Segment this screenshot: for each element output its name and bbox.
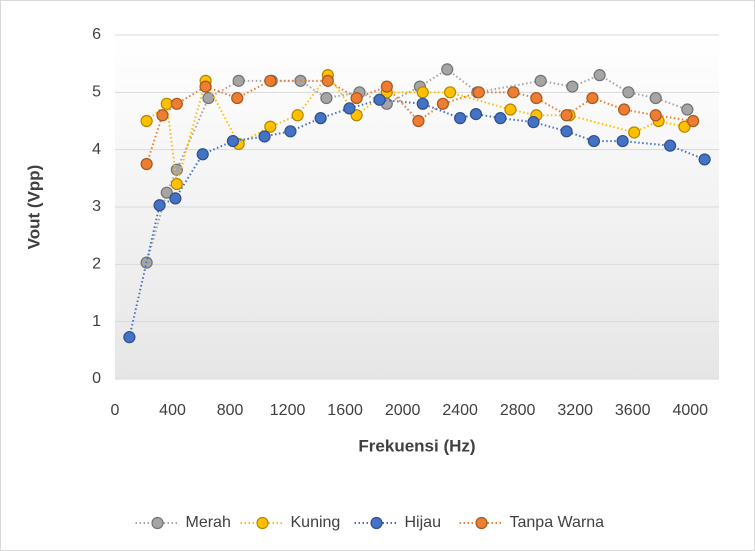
data-point xyxy=(264,120,277,133)
data-point xyxy=(436,97,449,110)
data-point xyxy=(617,103,631,116)
data-point xyxy=(616,134,629,148)
data-point xyxy=(469,108,483,121)
data-point xyxy=(291,109,304,122)
data-point xyxy=(560,125,573,138)
x-tick-label: 2800 xyxy=(500,402,536,419)
data-point xyxy=(504,103,517,116)
data-point xyxy=(649,109,662,122)
data-point xyxy=(622,86,635,99)
data-point xyxy=(530,91,543,105)
data-point xyxy=(156,109,169,122)
x-tick-label: 3200 xyxy=(557,402,593,419)
series-line xyxy=(128,98,705,338)
data-point xyxy=(226,134,240,148)
legend-label: Tanpa Warna xyxy=(510,514,605,531)
data-point xyxy=(527,116,540,129)
legend-marker xyxy=(151,516,164,530)
data-point xyxy=(199,80,212,93)
data-point xyxy=(231,91,244,105)
y-tick-label: 4 xyxy=(92,141,101,158)
legend-marker xyxy=(370,516,383,530)
data-point xyxy=(649,91,662,105)
data-point xyxy=(412,114,425,128)
data-point xyxy=(507,86,520,99)
data-point xyxy=(160,97,173,110)
x-tick-label: 0 xyxy=(111,402,120,419)
data-point xyxy=(416,97,429,110)
data-point xyxy=(169,192,182,205)
data-point xyxy=(264,74,277,87)
data-point xyxy=(698,153,711,166)
data-point xyxy=(373,93,386,106)
data-point xyxy=(443,86,457,99)
data-point xyxy=(472,86,485,99)
data-point xyxy=(258,130,271,143)
data-point xyxy=(320,91,333,105)
y-tick-label: 5 xyxy=(92,84,101,101)
legend-label: Merah xyxy=(186,514,231,531)
data-point xyxy=(416,86,429,99)
data-point xyxy=(441,63,454,76)
y-tick-label: 1 xyxy=(92,313,101,330)
data-point xyxy=(232,74,245,87)
legend-marker xyxy=(256,516,269,530)
data-point xyxy=(196,148,209,161)
data-point xyxy=(494,112,507,125)
data-point xyxy=(560,109,573,122)
y-axis-title: Vout (Vpp) xyxy=(24,165,43,250)
x-tick-label: 800 xyxy=(217,402,244,419)
data-point xyxy=(678,120,691,133)
x-tick-label: 1600 xyxy=(327,402,363,419)
data-point xyxy=(380,80,393,93)
x-tick-label: 2000 xyxy=(385,402,421,419)
data-point xyxy=(170,177,183,191)
y-tick-label: 3 xyxy=(92,198,101,215)
y-tick-label: 6 xyxy=(92,26,101,43)
data-point xyxy=(321,74,334,87)
data-point xyxy=(586,91,599,105)
data-point xyxy=(534,74,547,87)
data-point xyxy=(314,112,327,125)
data-point xyxy=(664,139,677,152)
data-point xyxy=(153,199,166,212)
legend-label: Kuning xyxy=(291,514,341,531)
x-tick-label: 1200 xyxy=(270,402,306,419)
legend-marker xyxy=(475,516,488,530)
y-tick-label: 0 xyxy=(92,370,101,387)
data-point xyxy=(350,91,363,105)
data-point xyxy=(593,69,606,82)
series-line xyxy=(145,73,685,185)
data-point xyxy=(123,331,136,344)
data-point xyxy=(587,134,600,148)
data-point xyxy=(454,112,467,125)
data-point xyxy=(140,114,153,128)
data-point xyxy=(687,114,700,128)
x-tick-label: 3600 xyxy=(615,402,651,419)
data-point xyxy=(160,186,173,199)
y-tick-label: 2 xyxy=(92,256,101,273)
x-axis-title: Frekuensi (Hz) xyxy=(358,436,475,455)
x-tick-label: 2400 xyxy=(442,402,478,419)
data-point xyxy=(140,157,153,171)
data-point xyxy=(170,97,183,110)
data-point xyxy=(170,163,183,176)
legend-label: Hijau xyxy=(405,514,441,531)
data-point xyxy=(628,126,641,139)
x-tick-label: 4000 xyxy=(672,402,708,419)
data-point xyxy=(202,91,215,105)
data-point xyxy=(566,80,579,93)
data-point xyxy=(681,103,694,116)
data-point xyxy=(343,102,356,115)
data-point xyxy=(284,125,297,138)
x-tick-label: 400 xyxy=(159,402,186,419)
